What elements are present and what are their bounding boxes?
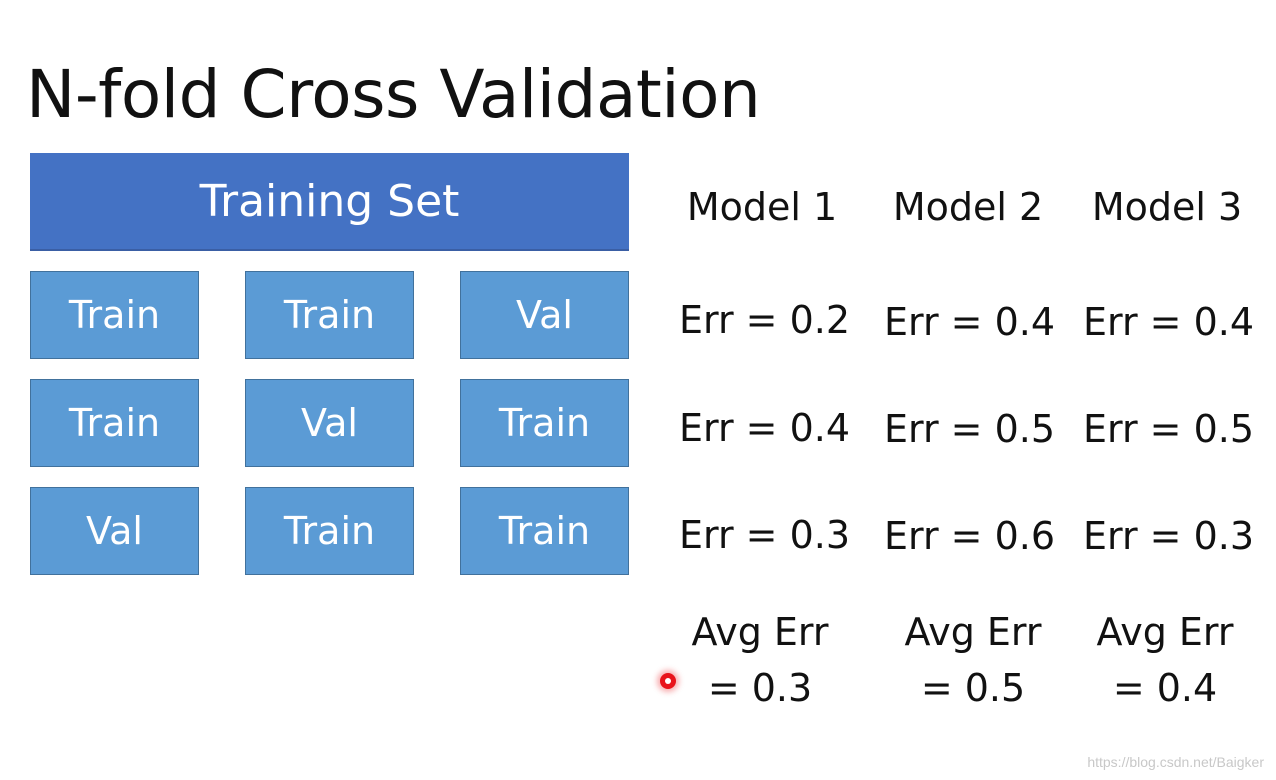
avg-err-value: = 0.5 <box>920 666 1026 710</box>
model-1-error: Err = 0.3 <box>679 513 851 557</box>
model-2-error: Err = 0.6 <box>884 514 1056 558</box>
model-1-header: Model 1 <box>686 185 838 229</box>
fold-cell: Train <box>30 271 199 359</box>
fold-cell: Train <box>460 487 629 575</box>
model-2-error: Err = 0.5 <box>884 407 1056 451</box>
model-2-header: Model 2 <box>892 185 1044 229</box>
avg-err-label: Avg Err <box>904 610 1042 654</box>
fold-cell: Train <box>30 379 199 467</box>
fold-cell: Train <box>245 487 414 575</box>
model-3-average: Avg Err = 0.4 <box>1085 604 1245 716</box>
model-1-error: Err = 0.4 <box>679 406 851 450</box>
model-2-error: Err = 0.4 <box>884 300 1056 344</box>
model-2-average: Avg Err = 0.5 <box>893 604 1053 716</box>
pointer-cursor-icon <box>660 673 676 689</box>
watermark: https://blog.csdn.net/Baigker <box>1087 754 1264 770</box>
avg-err-value: = 0.3 <box>707 666 813 710</box>
avg-err-value: = 0.4 <box>1112 666 1218 710</box>
fold-cell: Train <box>245 271 414 359</box>
model-3-error: Err = 0.3 <box>1083 514 1255 558</box>
page-title: N-fold Cross Validation <box>26 56 761 134</box>
model-1-error: Err = 0.2 <box>679 298 851 342</box>
avg-err-label: Avg Err <box>1096 610 1234 654</box>
model-3-error: Err = 0.4 <box>1083 300 1255 344</box>
model-3-header: Model 3 <box>1091 185 1243 229</box>
avg-err-label: Avg Err <box>691 610 829 654</box>
fold-cell: Val <box>460 271 629 359</box>
fold-cell: Val <box>30 487 199 575</box>
fold-cell: Val <box>245 379 414 467</box>
fold-cell: Train <box>460 379 629 467</box>
model-1-average: Avg Err = 0.3 <box>680 604 840 716</box>
model-3-error: Err = 0.5 <box>1083 407 1255 451</box>
training-set-bar: Training Set <box>30 153 629 251</box>
